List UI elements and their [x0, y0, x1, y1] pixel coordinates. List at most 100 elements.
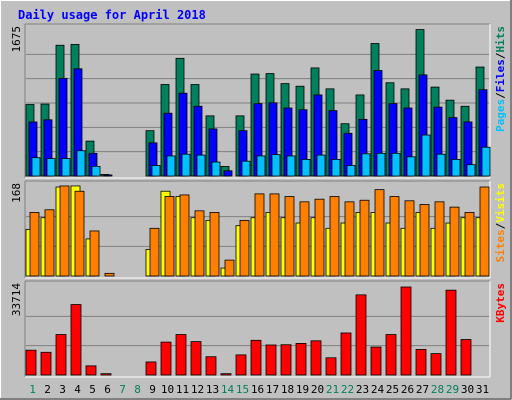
x-axis-labels: 1 2 3 4 5 6 7 8 9 10 11 12 13 14 15 16 17 18 19 20 21 22 23 24 2…	[29, 383, 489, 396]
x-tick-label-day-5: 5	[89, 383, 96, 396]
x-tick-label-day-20: 20	[311, 383, 324, 396]
legend-separator: /	[494, 52, 507, 59]
legend-separator: /	[494, 92, 507, 99]
bar-kbytes-day-3	[55, 334, 67, 376]
bar-sites-day-25	[389, 196, 400, 277]
bar-sites-day-4	[74, 190, 85, 277]
bar-kbytes-day-30	[460, 339, 472, 376]
bar-kbytes-day-27	[415, 349, 427, 376]
x-tick-label-day-19: 19	[296, 383, 309, 396]
bar-kbytes-day-17	[265, 344, 277, 376]
legend-entry-visits: Visits	[494, 183, 507, 223]
y-axis-max-label: 168	[10, 183, 23, 203]
x-tick-label-day-18: 18	[281, 383, 294, 396]
x-tick-label-day-30: 30	[461, 383, 474, 396]
panel-legend: KBytes	[494, 283, 507, 323]
bar-pages-day-28	[436, 153, 446, 177]
bar-pages-day-24	[376, 152, 386, 177]
bar-pages-day-1	[31, 157, 41, 177]
panel-legend: Sites/Visits	[494, 183, 507, 263]
x-tick-label-day-26: 26	[401, 383, 414, 396]
legend-entry-pages: Pages	[494, 99, 507, 132]
bar-pages-day-17	[271, 154, 281, 177]
bar-kbytes-day-21	[325, 357, 337, 376]
bar-files-day-14	[223, 170, 233, 177]
bar-sites-day-27	[419, 204, 430, 277]
bar-kbytes-day-12	[190, 341, 202, 376]
bar-pages-day-18	[286, 155, 296, 177]
bar-sites-day-17	[269, 193, 280, 277]
bar-pages-day-22	[346, 165, 356, 177]
bar-sites-day-21	[329, 196, 340, 277]
bar-sites-day-10	[164, 196, 175, 277]
bar-sites-day-26	[404, 200, 415, 277]
legend-entry-files: Files	[494, 59, 507, 92]
bar-sites-day-1	[29, 212, 40, 277]
x-tick-label-day-14: 14	[221, 383, 235, 396]
x-tick-label-day-10: 10	[161, 383, 174, 396]
bar-sites-day-22	[344, 201, 355, 277]
panel-visits-sites: 168 Sites/Visits	[10, 180, 507, 279]
bar-kbytes-day-2	[40, 351, 52, 376]
bar-kbytes-day-5	[85, 365, 97, 376]
bar-sites-day-31	[479, 186, 490, 277]
bar-pages-day-31	[481, 146, 491, 177]
x-tick-label-day-12: 12	[191, 383, 204, 396]
bar-kbytes-day-9	[145, 361, 157, 376]
bar-files-day-6	[103, 174, 113, 177]
bar-sites-day-11	[179, 194, 190, 277]
x-tick-label-day-2: 2	[44, 383, 51, 396]
bar-kbytes-day-24	[370, 346, 382, 376]
bar-sites-day-14	[224, 259, 235, 277]
bar-sites-day-19	[299, 201, 310, 277]
bar-pages-day-21	[331, 159, 341, 177]
x-tick-label-day-7: 7	[119, 383, 126, 396]
bar-pages-day-30	[466, 164, 476, 177]
bar-kbytes-day-10	[160, 341, 172, 376]
x-tick-label-day-15: 15	[236, 383, 249, 396]
x-tick-label-day-11: 11	[176, 383, 189, 396]
bar-pages-day-29	[451, 159, 461, 177]
bar-kbytes-day-4	[70, 304, 82, 376]
bar-pages-day-26	[406, 156, 416, 177]
chart-title: Daily usage for April 2018	[18, 8, 206, 22]
bar-kbytes-day-18	[280, 344, 292, 376]
bar-pages-day-10	[166, 155, 176, 177]
bar-pages-day-11	[181, 153, 191, 177]
bar-kbytes-day-19	[295, 343, 307, 376]
bar-sites-day-6	[104, 272, 115, 277]
x-tick-label-day-9: 9	[149, 383, 156, 396]
x-tick-label-day-22: 22	[341, 383, 354, 396]
x-tick-label-day-31: 31	[476, 383, 489, 396]
bar-pages-day-20	[316, 154, 326, 177]
x-tick-label-day-21: 21	[326, 383, 339, 396]
x-tick-label-day-3: 3	[59, 383, 66, 396]
bar-sites-day-28	[434, 201, 445, 277]
bar-kbytes-day-16	[250, 339, 262, 376]
x-tick-label-day-17: 17	[266, 383, 279, 396]
x-tick-label-day-8: 8	[134, 383, 141, 396]
bar-sites-day-18	[284, 196, 295, 277]
bar-kbytes-day-23	[355, 294, 367, 376]
y-axis-max-label: 1675	[10, 26, 23, 53]
x-tick-label-day-25: 25	[386, 383, 399, 396]
legend-entry-hits: Hits	[494, 26, 507, 53]
bar-sites-day-24	[374, 189, 385, 277]
x-tick-label-day-6: 6	[104, 383, 111, 396]
bar-pages-day-5	[91, 166, 101, 177]
legend-separator: /	[494, 222, 507, 229]
bar-pages-day-4	[76, 150, 86, 177]
bar-sites-day-5	[89, 230, 100, 277]
bar-sites-day-13	[209, 212, 220, 277]
bar-sites-day-16	[254, 193, 265, 277]
bar-pages-day-25	[391, 152, 401, 177]
bar-pages-day-9	[151, 165, 161, 177]
bar-kbytes-day-13	[205, 356, 217, 376]
x-tick-label-day-4: 4	[74, 383, 81, 396]
bar-pages-day-12	[196, 154, 206, 177]
bar-kbytes-day-20	[310, 340, 322, 376]
bar-kbytes-day-28	[430, 353, 442, 376]
x-tick-label-day-23: 23	[356, 383, 369, 396]
bar-kbytes-day-22	[340, 332, 352, 376]
x-tick-label-day-29: 29	[446, 383, 459, 396]
